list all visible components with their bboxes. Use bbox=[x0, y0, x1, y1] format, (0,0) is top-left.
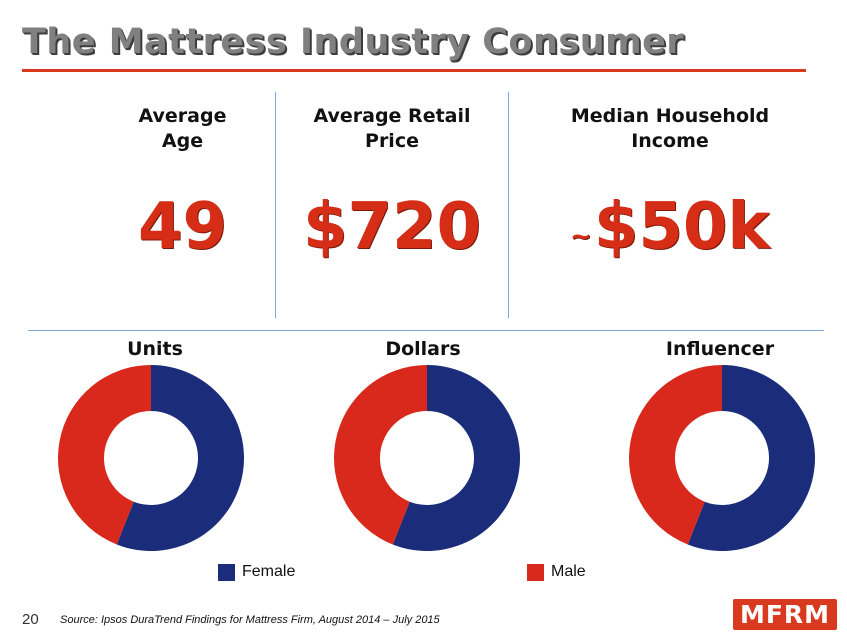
stat-label-price: Average Retail Price bbox=[313, 105, 471, 152]
vertical-divider-1 bbox=[275, 92, 276, 318]
stat-value-age: 49 bbox=[137, 190, 228, 264]
approx-tilde: ~ bbox=[570, 222, 592, 252]
donut-chart-dollars bbox=[334, 365, 520, 551]
title-underline bbox=[22, 69, 806, 72]
donut-slice-female-influencer bbox=[687, 365, 815, 551]
page-title: The Mattress Industry Consumer bbox=[22, 22, 685, 62]
stat-value-income-group: ~$50k bbox=[520, 192, 820, 272]
legend-label-male: Male bbox=[551, 563, 586, 580]
donut-slice-female-units bbox=[116, 365, 244, 551]
legend-label-female: Female bbox=[242, 563, 296, 580]
stat-value-income: $50k bbox=[593, 190, 770, 264]
vertical-divider-2 bbox=[508, 92, 509, 318]
legend-swatch-female bbox=[218, 564, 235, 581]
horizontal-divider bbox=[28, 330, 824, 331]
legend-swatch-male bbox=[527, 564, 544, 581]
stat-value-price: $720 bbox=[302, 190, 482, 264]
donut-slice-male-influencer bbox=[629, 365, 722, 545]
chart-title-units: Units bbox=[127, 338, 183, 360]
mfrm-logo: MFRM bbox=[733, 599, 837, 630]
page-number: 20 bbox=[22, 611, 39, 628]
source-note: Source: Ipsos DuraTrend Findings for Mat… bbox=[60, 614, 440, 626]
chart-title-influencer: Influencer bbox=[665, 338, 775, 360]
donut-slice-female-dollars bbox=[392, 365, 520, 551]
donut-slice-male-units bbox=[57, 365, 151, 545]
donut-chart-units bbox=[57, 365, 244, 551]
stat-label-income: Median Household Income bbox=[570, 105, 770, 152]
donut-chart-influencer bbox=[629, 365, 815, 551]
chart-title-dollars: Dollars bbox=[385, 338, 461, 360]
donut-slice-male-dollars bbox=[334, 365, 427, 545]
stat-label-age: Average Age bbox=[138, 105, 227, 152]
